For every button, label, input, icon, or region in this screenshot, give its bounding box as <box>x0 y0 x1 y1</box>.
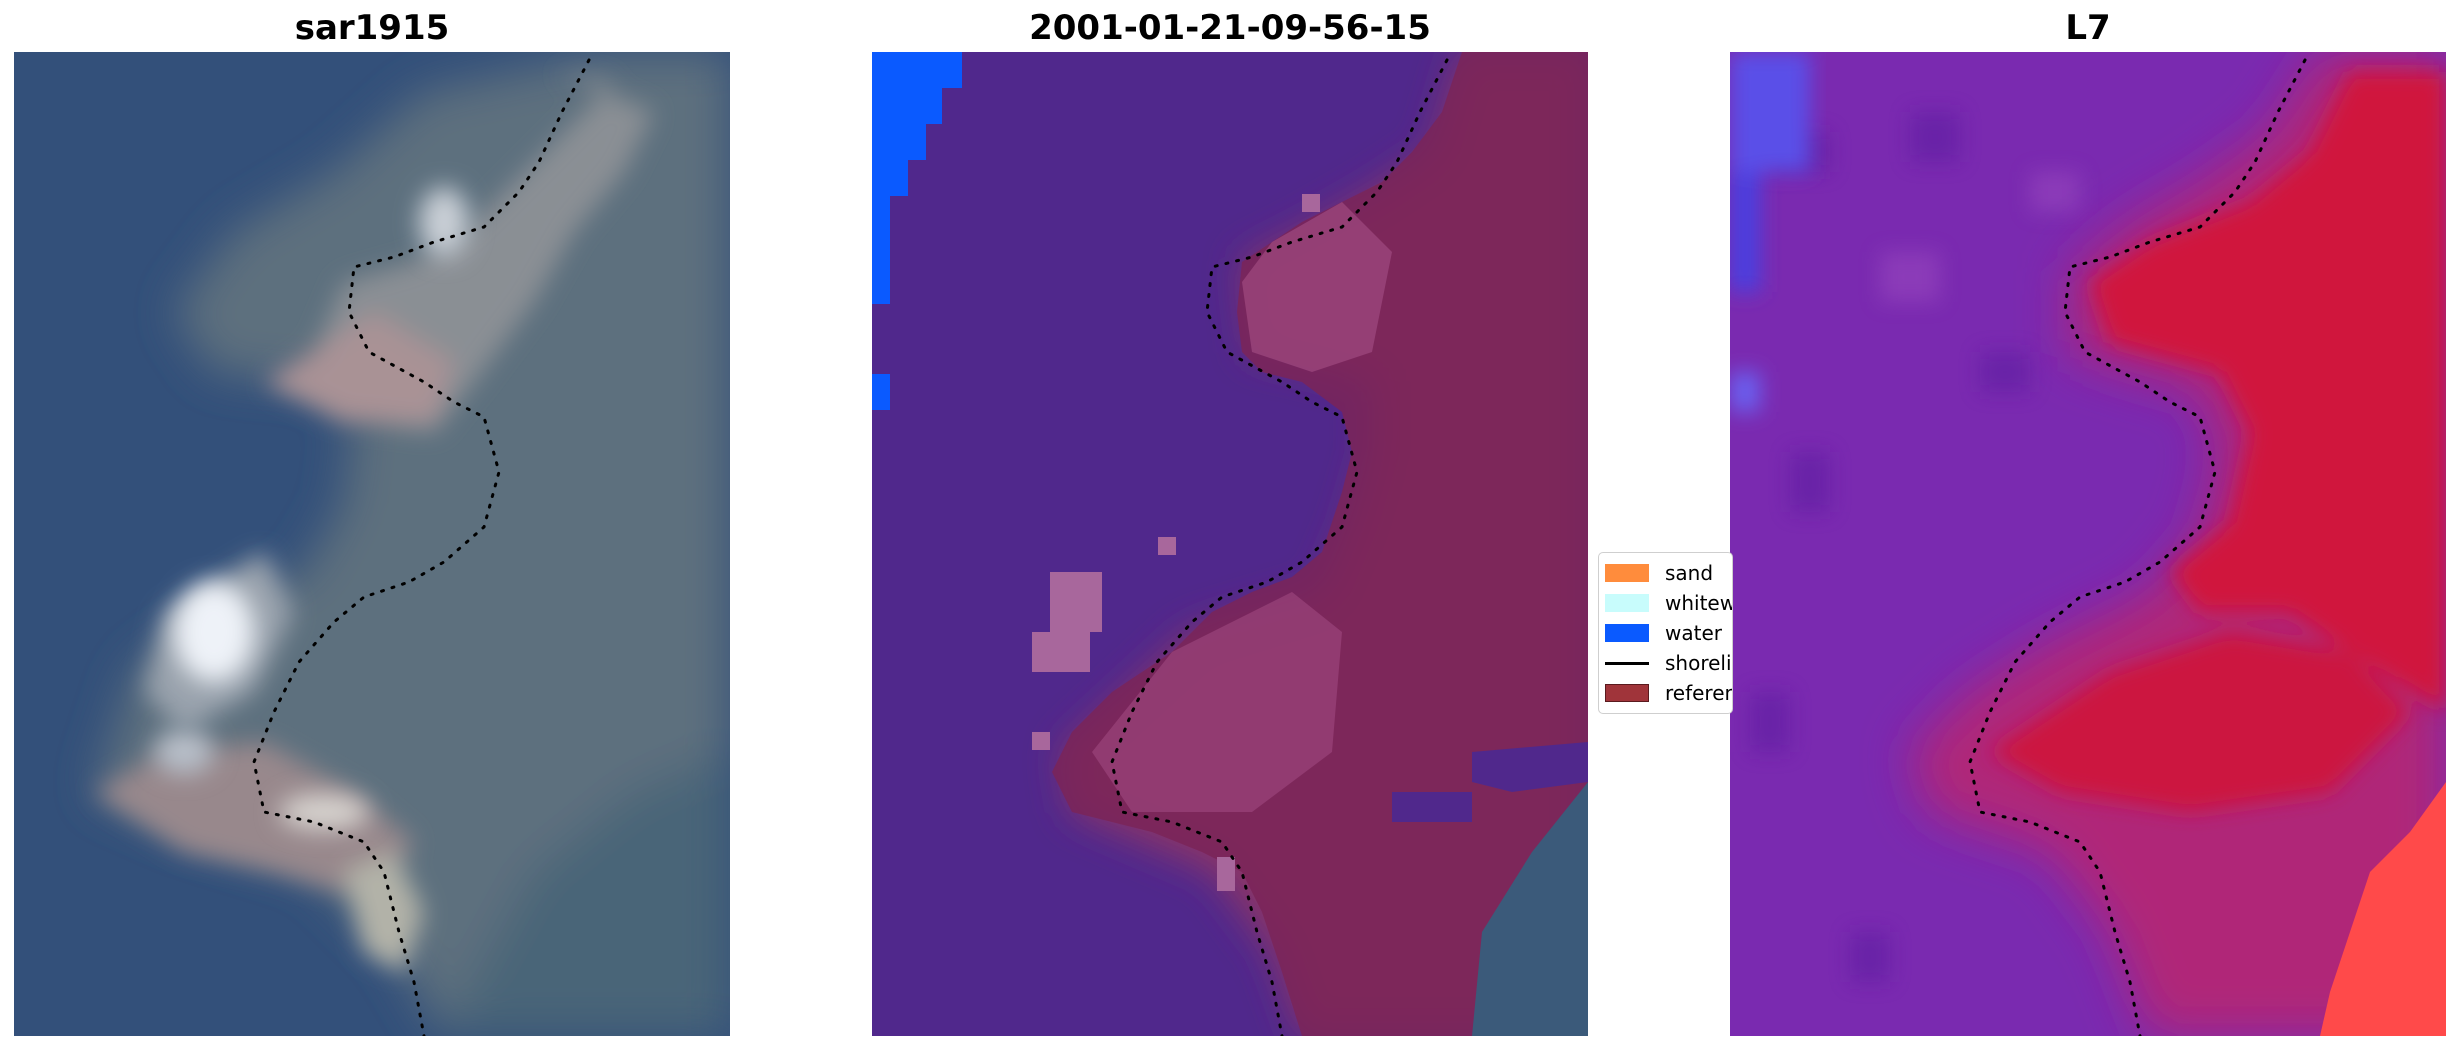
shoreline-dots <box>252 58 591 1036</box>
classified-image-panel <box>872 52 1588 1036</box>
water-class-region <box>872 52 962 304</box>
high-index-region <box>2320 782 2446 1036</box>
legend-item-reference-shoreline: reference shoreline <box>1605 680 1732 706</box>
panel-title-index: L7 <box>2065 8 2111 48</box>
legend-label-water: water <box>1665 621 1722 645</box>
legend-label-shoreline: shoreline <box>1665 651 1732 675</box>
legend-swatch-reference-shoreline <box>1605 684 1649 702</box>
shoreline-dots <box>1110 58 1449 1036</box>
rgb-image-panel <box>14 52 730 1036</box>
legend-item-sand: sand <box>1605 560 1713 586</box>
index-image <box>1730 52 2446 1036</box>
legend-swatch-water <box>1605 624 1649 642</box>
legend-swatch-whitewater <box>1605 594 1649 612</box>
legend-item-shoreline: shoreline <box>1605 650 1732 676</box>
panel-title-classified: 2001-01-21-09-56-15 <box>1029 8 1431 48</box>
shoreline-dots <box>1968 58 2307 1036</box>
panel-title-rgb: sar1915 <box>294 8 450 48</box>
legend-item-water: water <box>1605 620 1722 646</box>
legend-label-reference-shoreline: reference shoreline <box>1665 681 1732 705</box>
legend-label-sand: sand <box>1665 561 1714 585</box>
index-image-panel <box>1730 52 2446 1036</box>
rgb-image <box>14 52 730 1036</box>
legend-line-shoreline <box>1605 661 1649 665</box>
classified-image <box>872 52 1588 1036</box>
legend-swatch-sand <box>1605 564 1649 582</box>
